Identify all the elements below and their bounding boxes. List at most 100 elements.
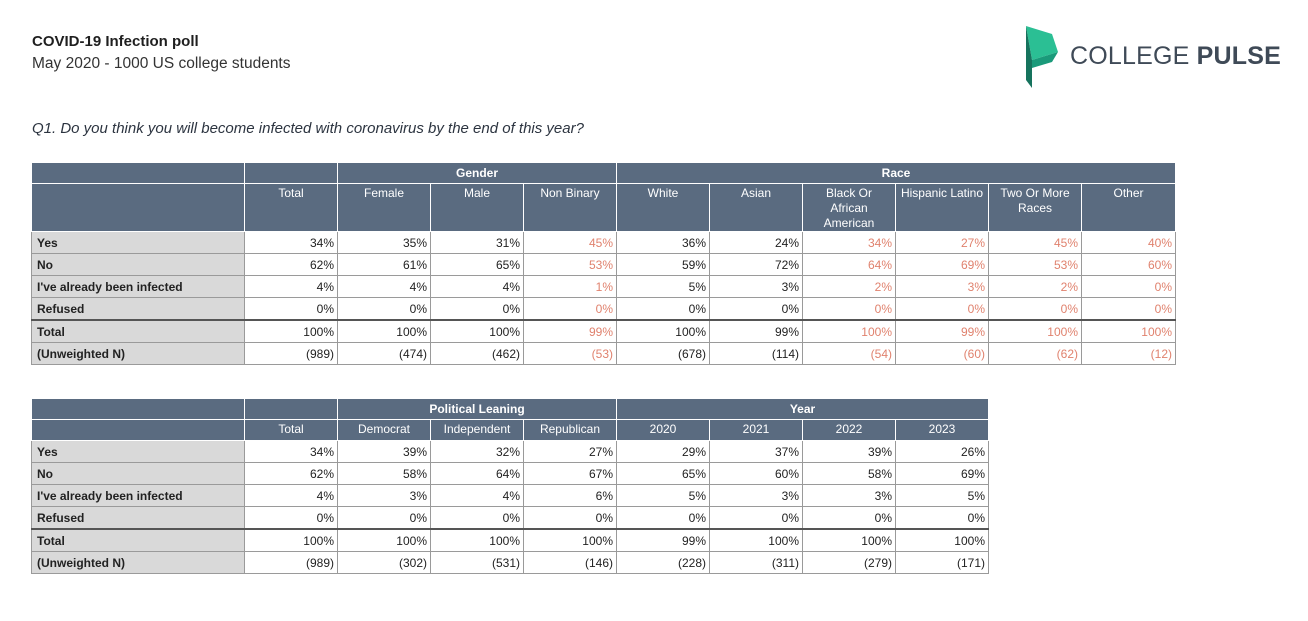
- table-cell: 100%: [616, 319, 710, 343]
- table-cell: 5%: [616, 275, 710, 298]
- group-header-political-leaning: Political Leaning: [337, 398, 617, 420]
- table-cell: 3%: [709, 484, 803, 507]
- row-label: Refused: [31, 297, 245, 321]
- table-cell: 0%: [430, 297, 524, 321]
- poll-title: COVID-19 Infection poll: [32, 33, 199, 50]
- row-label: (Unweighted N): [31, 342, 245, 365]
- table-cell: 100%: [430, 319, 524, 343]
- table-cell: 0%: [616, 297, 710, 321]
- table-cell: 0%: [244, 297, 338, 321]
- table-cell: 32%: [430, 440, 524, 463]
- table-cell: 0%: [709, 297, 803, 321]
- table-cell: 0%: [244, 506, 338, 530]
- column-header: Two Or More Races: [988, 183, 1082, 232]
- group-header-year: Year: [616, 398, 989, 420]
- column-header: Republican: [523, 419, 617, 441]
- table-cell: (678): [616, 342, 710, 365]
- table-row: No 62% 58% 64% 67% 65% 60% 58% 69%: [31, 462, 989, 485]
- total-group-cell: [244, 398, 338, 420]
- row-label: I've already been infected: [31, 275, 245, 298]
- table-cell: 34%: [244, 231, 338, 254]
- table-cell: 0%: [337, 297, 431, 321]
- table-cell: 62%: [244, 253, 338, 276]
- table-cell: 24%: [709, 231, 803, 254]
- table-cell: 67%: [523, 462, 617, 485]
- table-row: Refused 0% 0% 0% 0% 0% 0% 0% 0%: [31, 506, 989, 530]
- table-cell: 27%: [523, 440, 617, 463]
- table-cell: 4%: [430, 275, 524, 298]
- table-cell: 0%: [988, 297, 1082, 321]
- table-cell: 4%: [430, 484, 524, 507]
- column-header: Black Or African American: [802, 183, 896, 232]
- corner-cell: [31, 398, 245, 420]
- row-label: Yes: [31, 231, 245, 254]
- table-cell: 35%: [337, 231, 431, 254]
- table1-body: Yes 34% 35% 31% 45% 36% 24% 34% 27% 45% 40% No 62% 61…: [31, 231, 1176, 365]
- row-label: I've already been infected: [31, 484, 245, 507]
- table-cell: 100%: [337, 319, 431, 343]
- table-cell: 59%: [616, 253, 710, 276]
- row-label: Refused: [31, 506, 245, 530]
- table-cell: 27%: [895, 231, 989, 254]
- table-cell: 0%: [523, 297, 617, 321]
- table-cell: (989): [244, 551, 338, 574]
- table-cell: (54): [802, 342, 896, 365]
- table-cell: 34%: [244, 440, 338, 463]
- table-cell: (474): [337, 342, 431, 365]
- crosstab-gender-race: Gender Race Total Female Male Non Binary…: [31, 162, 1176, 365]
- table-cell: 72%: [709, 253, 803, 276]
- group-header-gender: Gender: [337, 162, 617, 184]
- table-cell: (462): [430, 342, 524, 365]
- table-cell: 45%: [523, 231, 617, 254]
- table-row: Yes 34% 35% 31% 45% 36% 24% 34% 27% 45% 40%: [31, 231, 1176, 254]
- column-header: 2023: [895, 419, 989, 441]
- table-cell: 6%: [523, 484, 617, 507]
- table-cell: 39%: [802, 440, 896, 463]
- table-cell: 69%: [895, 462, 989, 485]
- row-label-header: [31, 419, 245, 441]
- table-cell: (531): [430, 551, 524, 574]
- table-cell: 100%: [523, 528, 617, 552]
- table-cell: 100%: [802, 319, 896, 343]
- table-cell: 0%: [523, 506, 617, 530]
- table-cell: 62%: [244, 462, 338, 485]
- table-cell: (60): [895, 342, 989, 365]
- table-cell: 4%: [337, 275, 431, 298]
- table-cell: (302): [337, 551, 431, 574]
- table-cell: 3%: [709, 275, 803, 298]
- table-cell: (311): [709, 551, 803, 574]
- table-cell: 60%: [709, 462, 803, 485]
- table-cell: 3%: [337, 484, 431, 507]
- college-pulse-logo: COLLEGE PULSE: [1022, 22, 1282, 90]
- table-cell: 40%: [1081, 231, 1176, 254]
- table-cell: 2%: [802, 275, 896, 298]
- column-header: Total: [244, 183, 338, 232]
- row-label: No: [31, 253, 245, 276]
- table-cell: 0%: [616, 506, 710, 530]
- table-cell: 5%: [616, 484, 710, 507]
- table-cell: 100%: [430, 528, 524, 552]
- table-row: Refused 0% 0% 0% 0% 0% 0% 0% 0% 0% 0%: [31, 297, 1176, 321]
- column-header: Female: [337, 183, 431, 232]
- row-label: Total: [31, 319, 245, 343]
- table-cell: 100%: [244, 319, 338, 343]
- table-cell: 58%: [802, 462, 896, 485]
- row-label: Total: [31, 528, 245, 552]
- table-cell: 100%: [802, 528, 896, 552]
- table-cell: 29%: [616, 440, 710, 463]
- column-header: Total: [244, 419, 338, 441]
- table-cell: 34%: [802, 231, 896, 254]
- table-cell: 4%: [244, 275, 338, 298]
- table-cell: 100%: [988, 319, 1082, 343]
- table-cell: 3%: [895, 275, 989, 298]
- column-header: Independent: [430, 419, 524, 441]
- table-cell: 45%: [988, 231, 1082, 254]
- table-cell: 99%: [616, 528, 710, 552]
- row-label: (Unweighted N): [31, 551, 245, 574]
- question-text: Q1. Do you think you will become infecte…: [32, 120, 584, 137]
- table-cell: (62): [988, 342, 1082, 365]
- table-cell: 61%: [337, 253, 431, 276]
- table-cell: (114): [709, 342, 803, 365]
- table-row: Total 100% 100% 100% 99% 100% 99% 100% 99% 100% 10…: [31, 319, 1176, 343]
- table-row: No 62% 61% 65% 53% 59% 72% 64% 69% 53% 60%: [31, 253, 1176, 276]
